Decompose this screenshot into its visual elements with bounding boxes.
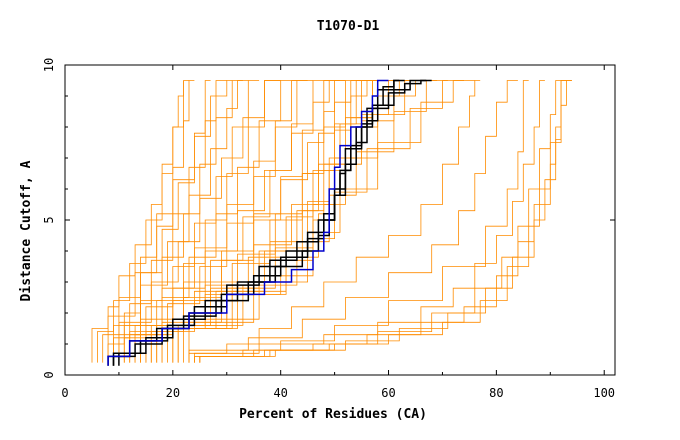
series-line-orange-21 [134, 80, 340, 363]
series-line-orange-5 [118, 80, 243, 363]
series-line-orange-34 [194, 80, 567, 363]
series-line-orange-37 [194, 80, 545, 363]
series-group [91, 79, 572, 366]
series-line-orange-23 [107, 80, 233, 363]
series-line-orange-13 [156, 80, 378, 363]
x-tick-label-100: 100 [593, 386, 615, 400]
x-tick-label-60: 60 [381, 386, 395, 400]
series-line-orange-39 [199, 80, 572, 363]
series-line-orange-6 [123, 80, 260, 363]
series-line-orange-0 [91, 80, 184, 363]
series-line-orange-11 [145, 80, 346, 363]
x-tick-label-0: 0 [61, 386, 68, 400]
series-line-orange-25 [123, 80, 308, 363]
y-tick-label-10: 10 [42, 58, 56, 72]
series-line-orange-4 [113, 80, 227, 363]
y-axis-label: Distance Cutoff, A [19, 160, 34, 301]
series-line-black-40 [107, 79, 405, 366]
x-tick-label-40: 40 [273, 386, 287, 400]
x-tick-label-80: 80 [489, 386, 503, 400]
series-line-orange-8 [129, 80, 297, 363]
series-line-orange-31 [150, 80, 373, 363]
series-line-orange-1 [97, 80, 189, 363]
y-axis: 0 5 10 [42, 58, 615, 379]
series-line-orange-16 [172, 80, 427, 363]
series-line-orange-10 [140, 80, 330, 363]
series-line-orange-22 [118, 80, 281, 363]
series-line-orange-12 [150, 80, 362, 363]
series-line-orange-2 [102, 80, 195, 363]
series-line-orange-35 [199, 80, 572, 363]
series-line-orange-15 [167, 80, 411, 363]
series-line-blue-44 [107, 79, 389, 366]
y-tick-label-5: 5 [42, 216, 56, 223]
chart-title: T1070-D1 [317, 19, 380, 34]
x-axis: 0 20 40 60 80 100 [61, 65, 615, 400]
y-tick-label-0: 0 [42, 371, 56, 378]
series-line-orange-3 [107, 80, 211, 363]
series-line-orange-33 [199, 80, 529, 363]
series-line-orange-14 [161, 80, 394, 363]
series-line-orange-24 [113, 80, 249, 363]
series-line-orange-26 [145, 80, 367, 363]
series-line-orange-27 [156, 80, 378, 363]
x-axis-label: Percent of Residues (CA) [239, 407, 427, 422]
x-tick-label-20: 20 [166, 386, 180, 400]
series-line-orange-36 [188, 80, 518, 363]
